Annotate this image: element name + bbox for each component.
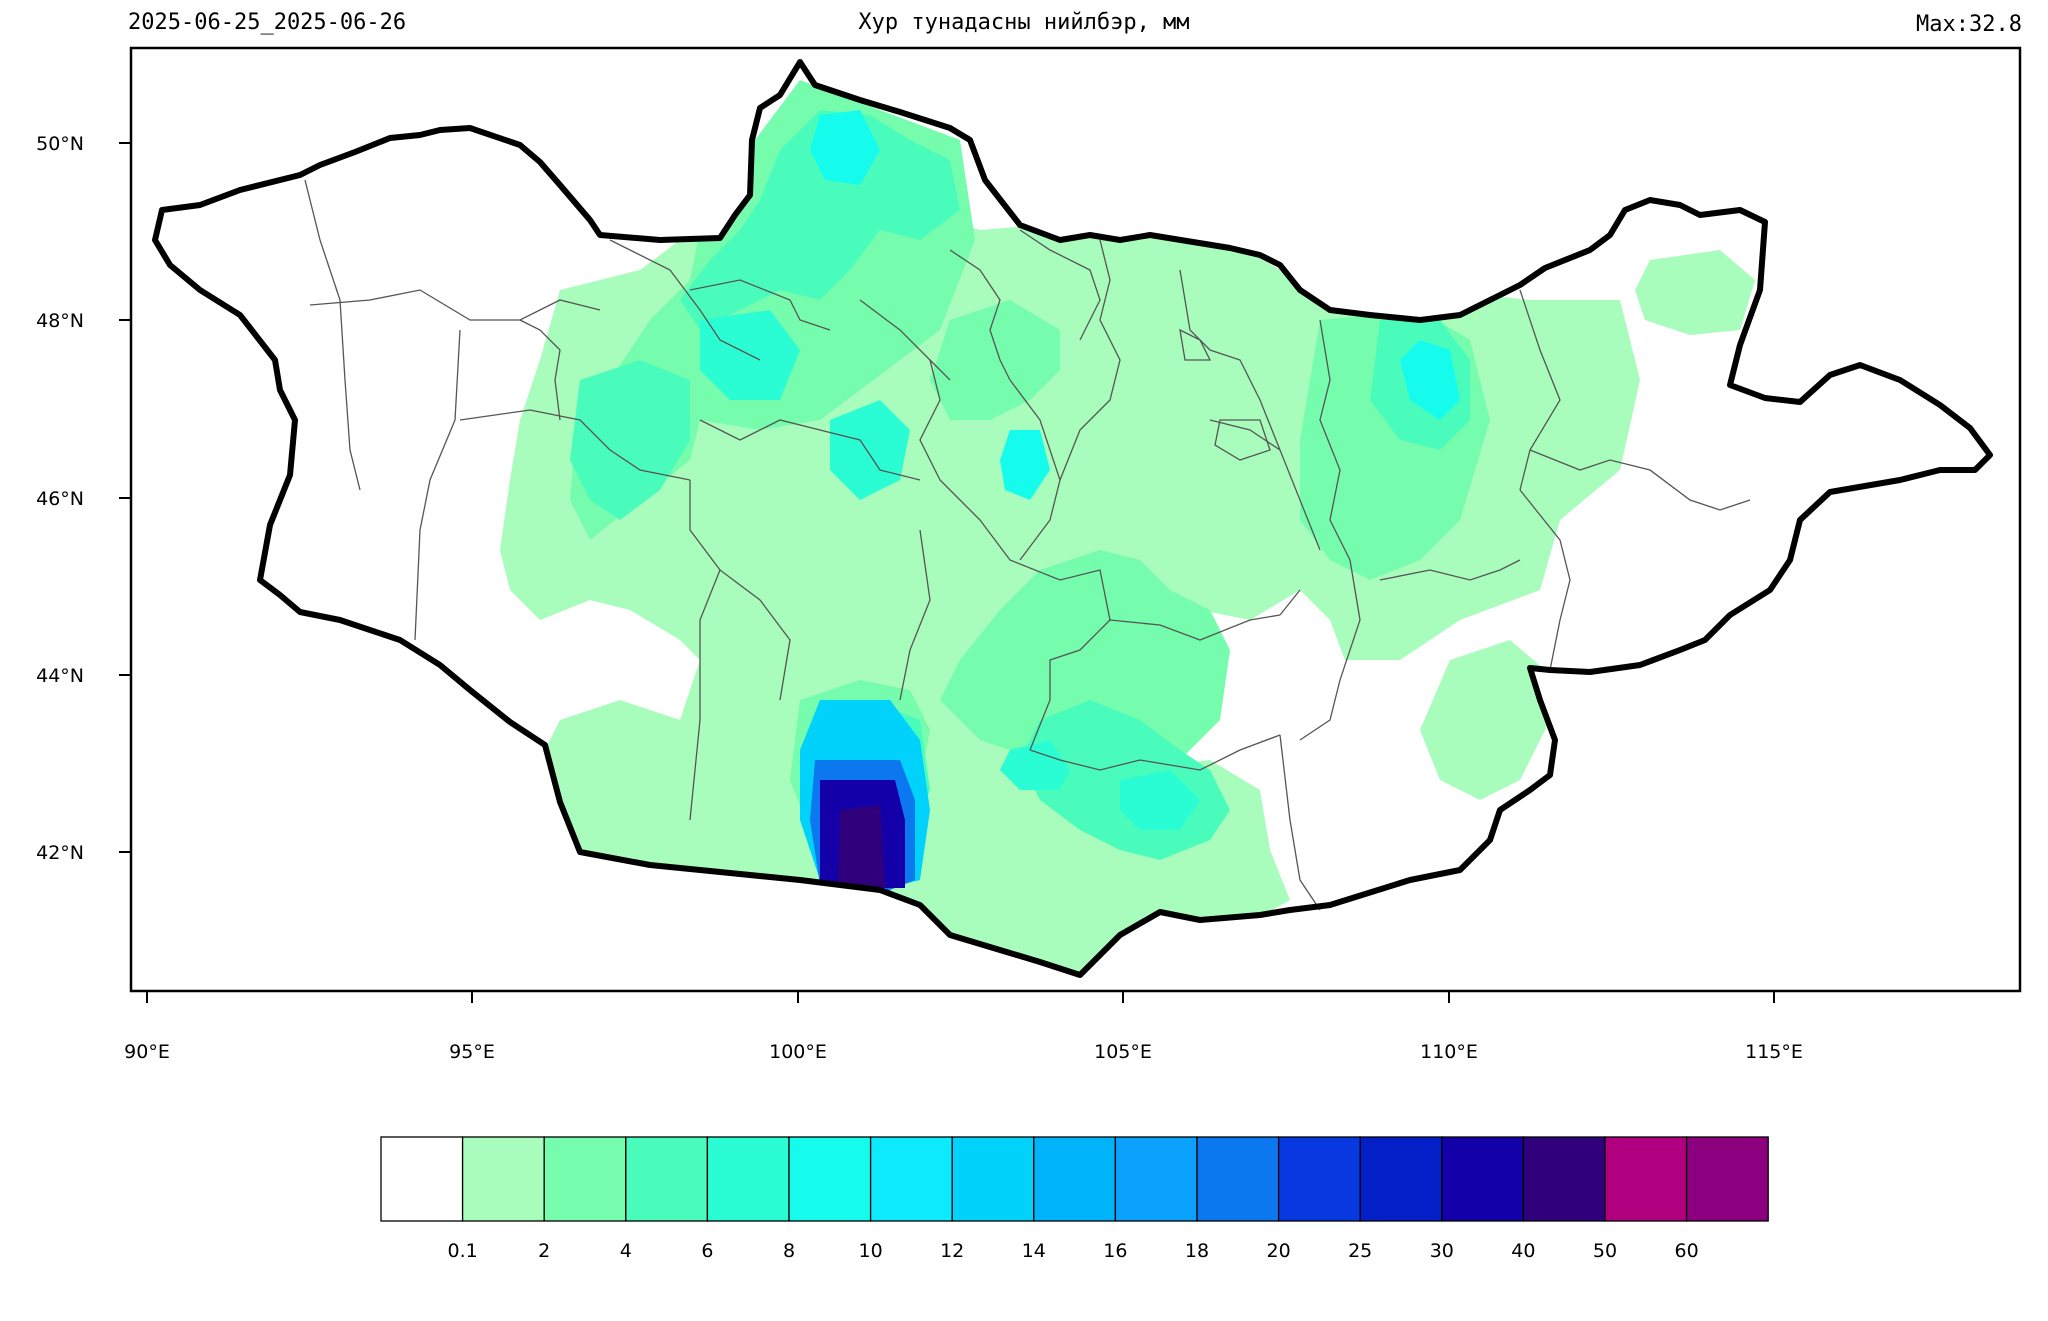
colorbar-swatch — [869, 1136, 953, 1222]
y-tick-label: 46°N — [36, 488, 84, 510]
y-tick-label: 42°N — [36, 842, 84, 864]
colorbar-label: 50 — [1593, 1240, 1617, 1262]
colorbar-swatch — [1196, 1136, 1280, 1222]
province-boundaries — [304, 179, 1751, 911]
colorbar-label: 16 — [1103, 1240, 1127, 1262]
precip-level-4-west — [570, 360, 690, 520]
x-axis: 90°E 95°E 100°E 105°E 110°E 115°E — [124, 991, 1803, 1063]
x-tick-label: 115°E — [1745, 1041, 1803, 1063]
precip-level-2-center — [930, 300, 1060, 420]
colorbar-swatch — [788, 1136, 872, 1222]
colorbar-swatch — [625, 1136, 709, 1222]
colorbar-label: 4 — [620, 1240, 632, 1262]
x-tick-label: 105°E — [1094, 1041, 1152, 1063]
y-axis: 50°N 48°N 46°N 44°N 42°N — [36, 133, 131, 864]
colorbar-label: 25 — [1348, 1240, 1372, 1262]
y-tick-label: 44°N — [36, 665, 84, 687]
precip-level-6-south-2 — [1120, 770, 1200, 830]
colorbar-label: 30 — [1430, 1240, 1454, 1262]
colorbar-swatch — [1441, 1136, 1525, 1222]
precip-level-0-1-east — [1635, 250, 1755, 335]
colorbar-label: 14 — [1022, 1240, 1046, 1262]
colorbar-label: 10 — [859, 1240, 883, 1262]
max-value-label: Max:32.8 — [1916, 12, 2022, 37]
colorbar-swatch — [951, 1136, 1035, 1222]
colorbar-label: 18 — [1185, 1240, 1209, 1262]
colorbar-label: 60 — [1675, 1240, 1699, 1262]
precip-level-6-south — [1000, 740, 1070, 790]
colorbar-label: 0.1 — [447, 1240, 477, 1262]
colorbar-swatch — [1277, 1136, 1361, 1222]
colorbar-swatch — [706, 1136, 790, 1222]
precip-level-8-north — [810, 110, 880, 185]
colorbar: 0.1 2 4 6 8 10 12 14 16 18 20 25 30 40 50 60 — [380, 1136, 1769, 1262]
national-border — [152, 59, 1993, 978]
plot-frame — [129, 46, 2022, 993]
precip-level-4 — [680, 110, 960, 330]
x-tick-label: 100°E — [769, 1041, 827, 1063]
colorbar-label: 2 — [538, 1240, 550, 1262]
colorbar-swatch — [1522, 1136, 1606, 1222]
colorbar-swatch — [1604, 1136, 1688, 1222]
y-tick-label: 50°N — [36, 133, 84, 155]
colorbar-label: 6 — [701, 1240, 713, 1262]
colorbar-swatch — [380, 1136, 464, 1222]
colorbar-label: 40 — [1511, 1240, 1535, 1262]
precip-level-6-center — [830, 400, 910, 500]
precip-level-0-1-southeast — [1420, 640, 1550, 800]
x-tick-label: 90°E — [124, 1041, 170, 1063]
colorbar-swatch — [543, 1136, 627, 1222]
precip-level-8-east — [1400, 340, 1460, 420]
x-tick-label: 110°E — [1420, 1041, 1478, 1063]
x-tick-label: 95°E — [449, 1041, 495, 1063]
map-title: Хур тунадасны нийлбэр, мм — [858, 10, 1190, 35]
precip-level-8-center — [1000, 430, 1050, 500]
date-range-label: 2025-06-25_2025-06-26 — [128, 10, 407, 35]
colorbar-swatch — [1033, 1136, 1117, 1222]
colorbar-label: 8 — [783, 1240, 795, 1262]
precipitation-field — [500, 80, 1755, 975]
colorbar-swatch — [461, 1136, 545, 1222]
colorbar-swatch — [1114, 1136, 1198, 1222]
y-tick-label: 48°N — [36, 310, 84, 332]
colorbar-label: 12 — [940, 1240, 964, 1262]
precip-level-2-south — [940, 550, 1230, 760]
map-header: 2025-06-25_2025-06-26 Хур тунадасны нийл… — [0, 6, 2048, 40]
colorbar-label: 20 — [1267, 1240, 1291, 1262]
colorbar-swatch — [1359, 1136, 1443, 1222]
colorbar-swatch — [1685, 1136, 1769, 1222]
precip-level-40 — [838, 805, 885, 888]
